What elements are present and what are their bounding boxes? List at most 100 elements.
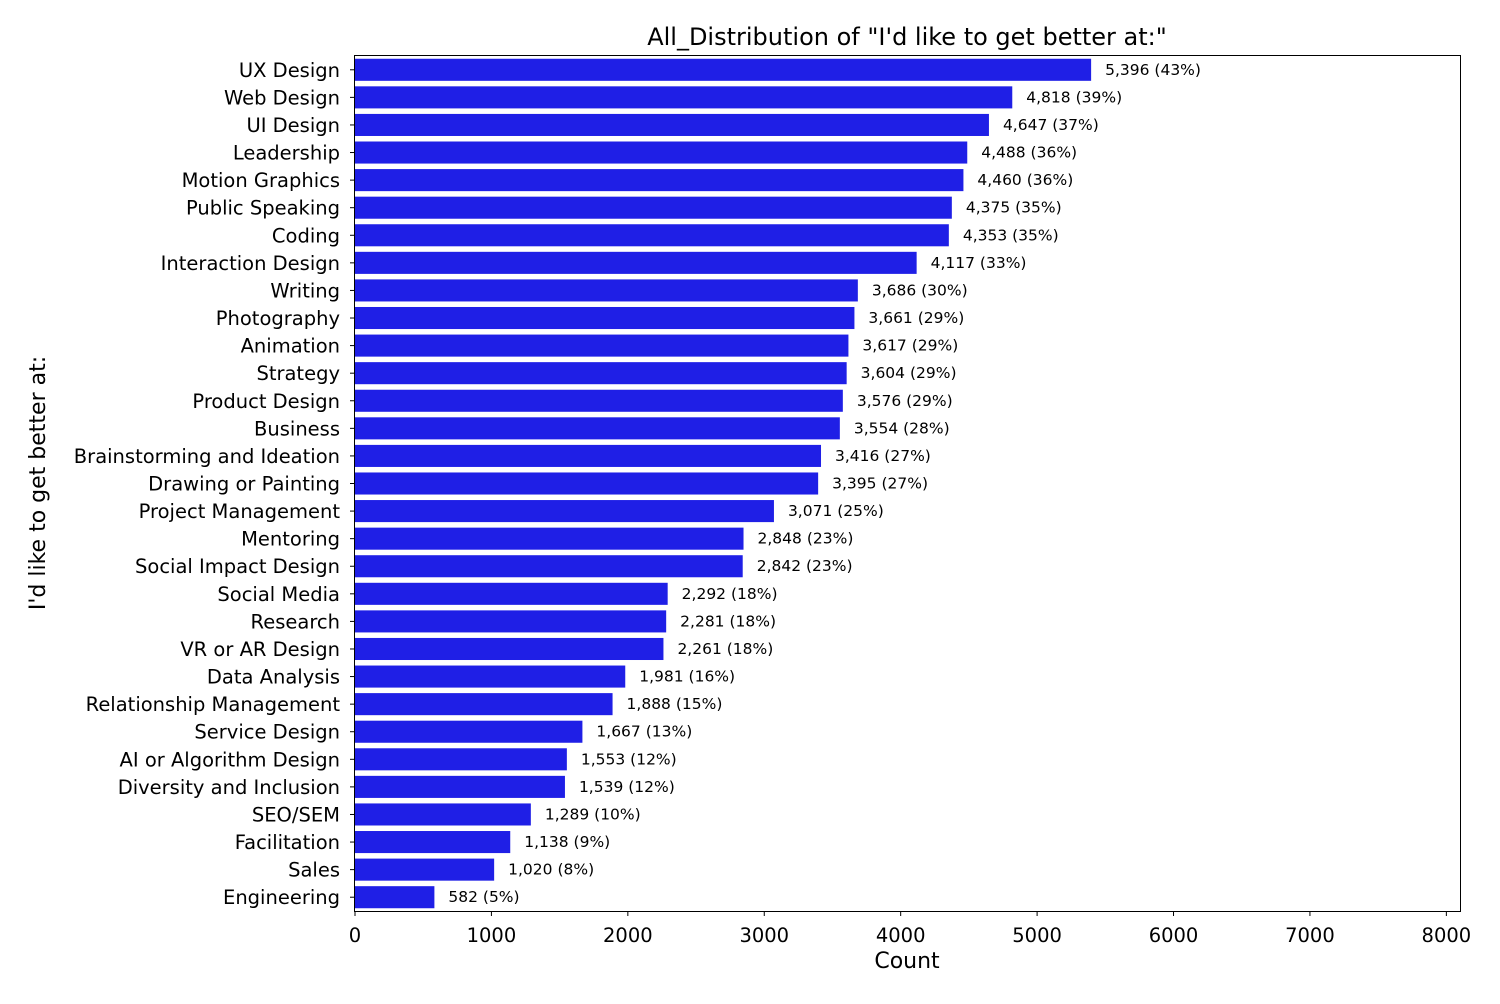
bar	[355, 637, 664, 661]
category-label: Public Speaking	[186, 197, 340, 220]
bar	[355, 500, 774, 523]
bar	[355, 141, 968, 164]
bar	[355, 251, 917, 274]
category-label: Mentoring	[241, 528, 340, 551]
bar	[355, 665, 626, 688]
category-label: SEO/SEM	[252, 803, 340, 826]
category-labels-group: UX Design Web Design UI Design Leadership Mo…	[74, 59, 341, 909]
category-label: Web Design	[224, 86, 340, 109]
data-label: 3,576 (29%)	[857, 392, 953, 410]
bar	[355, 113, 989, 136]
data-label: 582 (5%)	[448, 888, 519, 906]
category-label: Service Design	[194, 721, 340, 744]
category-label: Diversity and Inclusion	[118, 776, 340, 799]
bar	[355, 444, 822, 467]
data-label: 2,281 (18%)	[680, 612, 776, 630]
bars-group	[355, 58, 1092, 909]
bar	[355, 334, 849, 357]
category-label: UX Design	[239, 59, 340, 82]
x-tick-label: 0	[349, 924, 361, 947]
category-label: Coding	[272, 224, 340, 247]
data-label: 2,261 (18%)	[677, 640, 773, 658]
category-label: Sales	[288, 859, 340, 882]
data-label: 4,818 (39%)	[1026, 88, 1122, 106]
x-tick-label: 4000	[876, 924, 926, 947]
data-label: 3,617 (29%)	[862, 337, 958, 355]
x-tick-label: 7000	[1285, 924, 1335, 947]
category-label: Strategy	[256, 362, 340, 385]
bar	[355, 720, 583, 743]
data-label: 3,661 (29%)	[868, 309, 964, 327]
bar	[355, 527, 744, 550]
bar	[355, 555, 743, 578]
data-label: 4,488 (36%)	[981, 144, 1077, 162]
data-label: 1,138 (9%)	[524, 833, 610, 851]
x-axis-ticks-group: 0 1000 2000 3000 4000 5000 6000 7000 8000	[349, 69, 1472, 947]
data-label: 5,396 (43%)	[1105, 61, 1201, 79]
bar	[355, 748, 567, 771]
y-axis-label: I'd like to get better at:	[26, 356, 51, 610]
category-label: Leadership	[233, 142, 340, 165]
x-tick-label: 3000	[739, 924, 789, 947]
chart-title: All_Distribution of "I'd like to get bet…	[647, 23, 1167, 51]
bar	[355, 582, 668, 605]
data-label: 3,554 (28%)	[854, 419, 950, 437]
data-label: 1,289 (10%)	[545, 805, 641, 823]
x-tick-label: 2000	[603, 924, 653, 947]
category-label: Relationship Management	[86, 693, 341, 716]
category-label: Research	[251, 610, 340, 633]
bar	[355, 86, 1013, 109]
category-label: Social Media	[217, 583, 340, 606]
data-label: 3,686 (30%)	[872, 281, 968, 299]
data-label: 3,395 (27%)	[832, 475, 928, 493]
data-label: 3,416 (27%)	[835, 447, 931, 465]
category-label: AI or Algorithm Design	[120, 748, 340, 771]
category-label: Animation	[241, 335, 340, 358]
data-label: 3,071 (25%)	[788, 502, 884, 520]
data-label: 1,020 (8%)	[508, 861, 594, 879]
category-label: VR or AR Design	[180, 638, 340, 661]
bar	[355, 858, 495, 881]
x-tick-label: 1000	[467, 924, 517, 947]
data-label: 1,539 (12%)	[579, 778, 675, 796]
bar	[355, 831, 511, 854]
data-label: 1,667 (13%)	[596, 723, 692, 741]
data-label: 1,888 (15%)	[627, 695, 723, 713]
category-label: Project Management	[139, 500, 341, 523]
bar	[355, 362, 847, 385]
data-label: 4,375 (35%)	[966, 199, 1062, 217]
x-tick-label: 6000	[1149, 924, 1199, 947]
data-label: 4,647 (37%)	[1003, 116, 1099, 134]
bar	[355, 169, 964, 192]
data-label: 4,353 (35%)	[963, 226, 1059, 244]
bar	[355, 693, 613, 716]
bar	[355, 417, 840, 440]
data-label: 2,842 (23%)	[757, 557, 853, 575]
bar	[355, 279, 858, 302]
category-label: Social Impact Design	[135, 555, 340, 578]
bar	[355, 886, 435, 909]
category-label: Drawing or Painting	[148, 473, 340, 496]
plot-area-frame	[354, 55, 1461, 912]
data-label: 4,460 (36%)	[977, 171, 1073, 189]
x-tick-label: 8000	[1422, 924, 1472, 947]
category-label: Business	[254, 417, 340, 440]
x-axis-label: Count	[874, 949, 940, 974]
bar	[355, 224, 949, 247]
bar	[355, 306, 855, 330]
category-label: Writing	[270, 279, 340, 302]
category-label: Brainstorming and Ideation	[74, 445, 340, 468]
x-tick-label: 5000	[1012, 924, 1062, 947]
category-label: Product Design	[192, 390, 340, 413]
bar	[355, 58, 1092, 81]
data-label: 3,604 (29%)	[861, 364, 957, 382]
category-label: Interaction Design	[161, 252, 340, 275]
bar	[355, 472, 819, 495]
data-label: 1,553 (12%)	[581, 750, 677, 768]
bar	[355, 775, 565, 798]
bar	[355, 389, 843, 412]
data-label: 4,117 (33%)	[931, 254, 1027, 272]
bar	[355, 196, 952, 219]
